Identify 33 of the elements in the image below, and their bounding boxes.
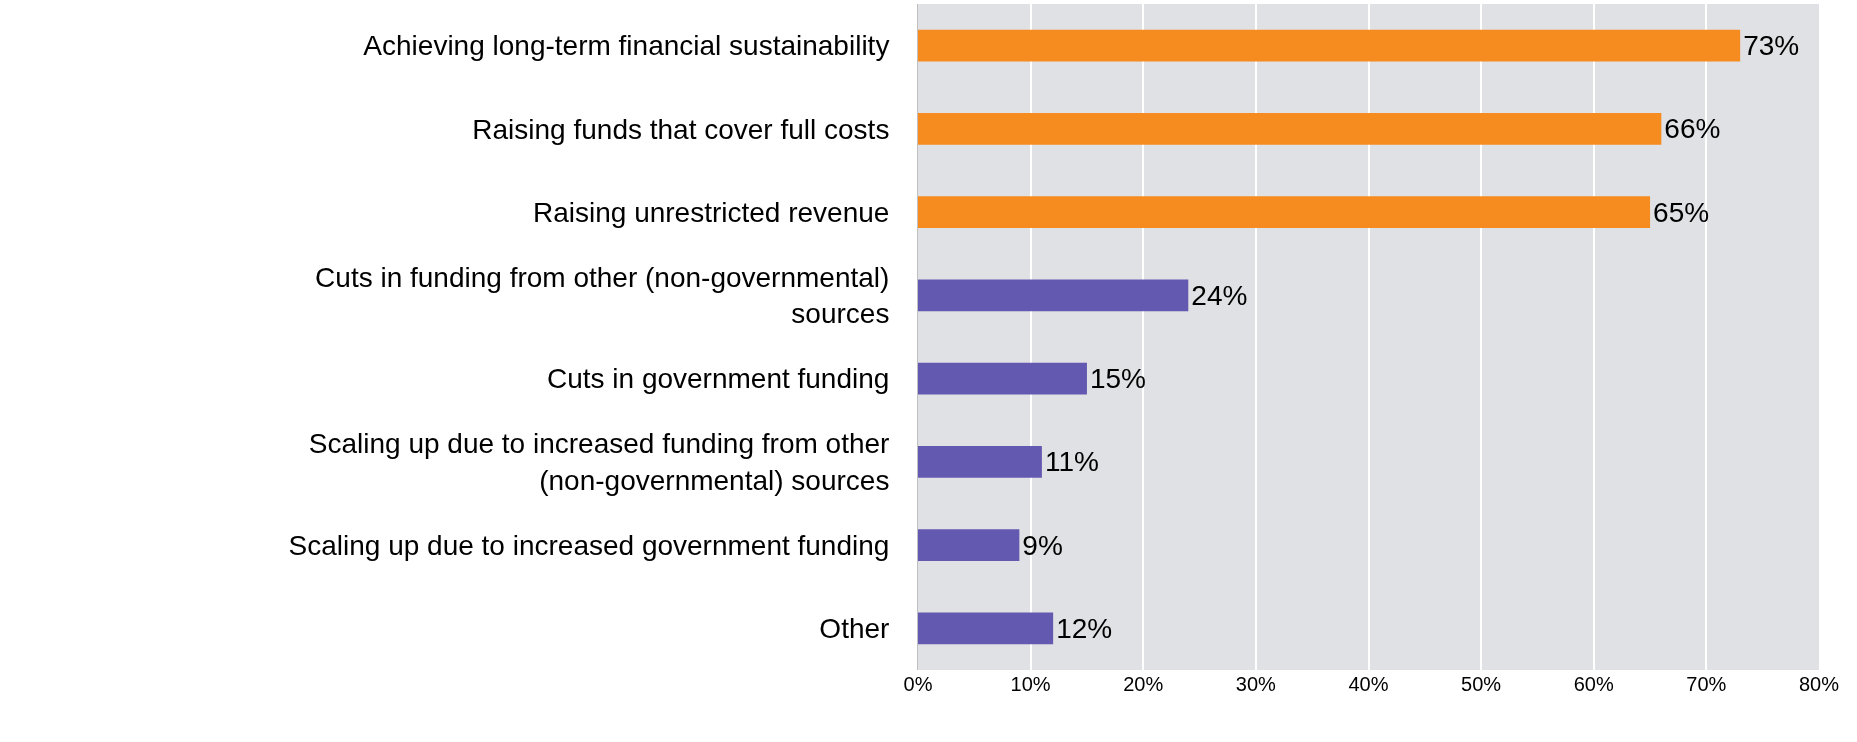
bar [918, 362, 1087, 395]
y-tick-label: Achieving long-term financial sustainability [363, 30, 890, 62]
x-tick-label: 50% [1461, 673, 1502, 695]
y-tick-label: Scaling up due to increased government funding [288, 529, 890, 561]
bar [918, 113, 1662, 145]
y-tick-label: Raising funds that cover full costs [472, 113, 890, 145]
x-tick-label: 80% [1798, 673, 1840, 695]
data-label: 73% [1743, 30, 1800, 62]
y-tick-label: Cuts in government funding [546, 363, 890, 395]
data-label: 65% [1653, 196, 1710, 228]
data-label: 11% [1044, 446, 1099, 478]
x-tick-label: 60% [1573, 673, 1614, 695]
x-tick-label: 10% [1010, 673, 1051, 695]
x-tick-label: 0% [903, 673, 933, 695]
data-label: 24% [1191, 279, 1248, 311]
x-tick-label: 20% [1123, 673, 1164, 695]
y-tick-label: Other [819, 613, 890, 645]
y-tick-label: Scaling up due to increased funding from other (non-governmental) sources [308, 428, 890, 496]
bar [918, 529, 1020, 561]
x-tick-label: 40% [1348, 673, 1389, 695]
bar [918, 446, 1042, 478]
bar [918, 196, 1651, 228]
data-label: 9% [1022, 529, 1063, 561]
y-tick-label: Cuts in funding from other (non-governmental) sources [315, 261, 890, 330]
bar [918, 612, 1054, 645]
bar [918, 29, 1741, 62]
y-tick-label: Raising unrestricted revenue [532, 196, 890, 228]
data-label: 15% [1089, 363, 1146, 395]
data-label: 66% [1664, 113, 1721, 145]
data-label: 12% [1056, 612, 1113, 644]
x-tick-label: 30% [1235, 673, 1277, 695]
x-tick-label: 70% [1686, 673, 1727, 695]
bar [918, 279, 1189, 312]
